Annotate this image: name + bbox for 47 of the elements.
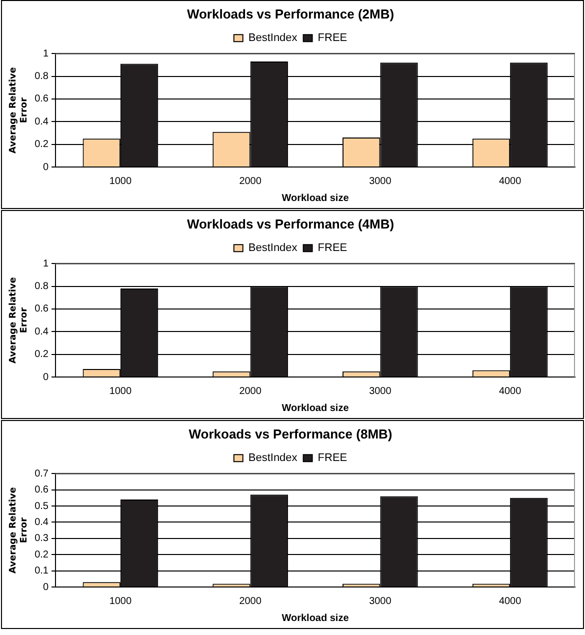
x-tick-label: 1000 [109,386,132,397]
y-axis-title: Average Relative Error [8,277,30,364]
y-tick-label: 0.6 [34,94,49,105]
y-tick-label: 0 [42,582,49,593]
y-axis-title: Average Relative Error [8,487,30,574]
legend-label: FREE [318,452,348,464]
x-axis-title: Workload size [282,192,350,204]
legend-label: FREE [318,32,348,44]
x-tick-label: 2000 [239,176,262,187]
y-tick-label: 0.4 [34,326,49,338]
x-tick-label: 3000 [369,386,392,397]
x-tick-label: 2000 [239,596,262,607]
y-axis-title: Average Relative Error [8,67,30,154]
y-tick-label: 0.5 [34,500,49,512]
x-tick-label: 3000 [369,176,392,187]
legend-label: BestIndex [248,452,298,464]
x-tick-label: 3000 [369,596,392,607]
y-tick-label: 0.4 [34,516,49,528]
x-tick-label: 4000 [498,386,522,397]
y-tick-label: 1 [42,48,49,60]
y-tick-label: 0.2 [34,549,49,560]
y-tick-label: 0.6 [34,304,49,315]
x-tick-label: 2000 [239,386,262,397]
x-tick-label: 4000 [498,176,522,187]
chart-title: Workoads vs Performance (8MB) [188,426,392,442]
y-tick-label: 0 [42,162,49,173]
chart-title: Workloads vs Performance (4MB) [186,216,394,232]
y-tick-label: 0.3 [34,533,49,544]
x-tick-label: 1000 [109,176,132,187]
y-tick-label: 0.8 [34,71,49,82]
legend-label: BestIndex [248,32,298,44]
y-tick-label: 0.1 [34,566,49,577]
y-tick-label: 0.8 [34,281,49,292]
legend-label: FREE [318,242,348,254]
y-tick-label: 0 [42,372,49,383]
y-tick-label: 0.7 [34,468,49,480]
x-tick-label: 1000 [109,596,132,607]
chart-title: Workloads vs Performance (2MB) [186,6,394,22]
y-tick-label: 0.4 [34,116,49,128]
y-tick-label: 0.6 [34,484,49,496]
legend-label: BestIndex [248,242,298,254]
x-axis-title: Workload size [282,402,350,414]
y-tick-label: 0.2 [34,139,49,150]
y-tick-label: 0.2 [34,349,49,360]
x-axis-title: Workload size [282,612,350,624]
x-tick-label: 4000 [498,596,522,607]
y-tick-label: 1 [42,258,49,270]
